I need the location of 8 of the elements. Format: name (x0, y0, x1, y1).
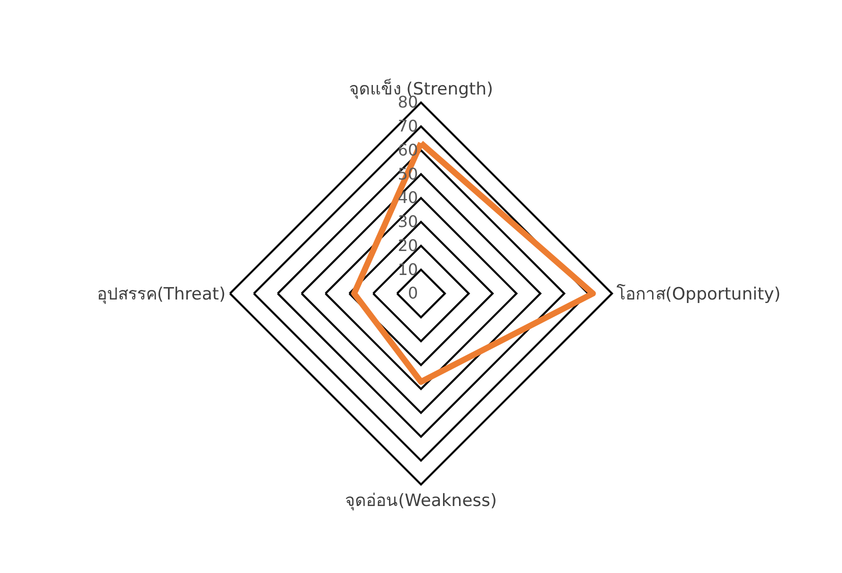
y-tick-label: 70 (398, 116, 418, 136)
spoke-label: อุปสรรค(Threat) (97, 284, 226, 304)
y-tick-label: 30 (398, 212, 418, 232)
spoke-label: โอกาส(Opportunity) (616, 283, 781, 304)
y-tick-label: 0 (408, 284, 418, 303)
y-tick-label: 10 (398, 260, 418, 279)
spoke-label: จุดอ่อน(Weakness) (345, 490, 497, 511)
y-tick-label: 20 (398, 236, 418, 255)
